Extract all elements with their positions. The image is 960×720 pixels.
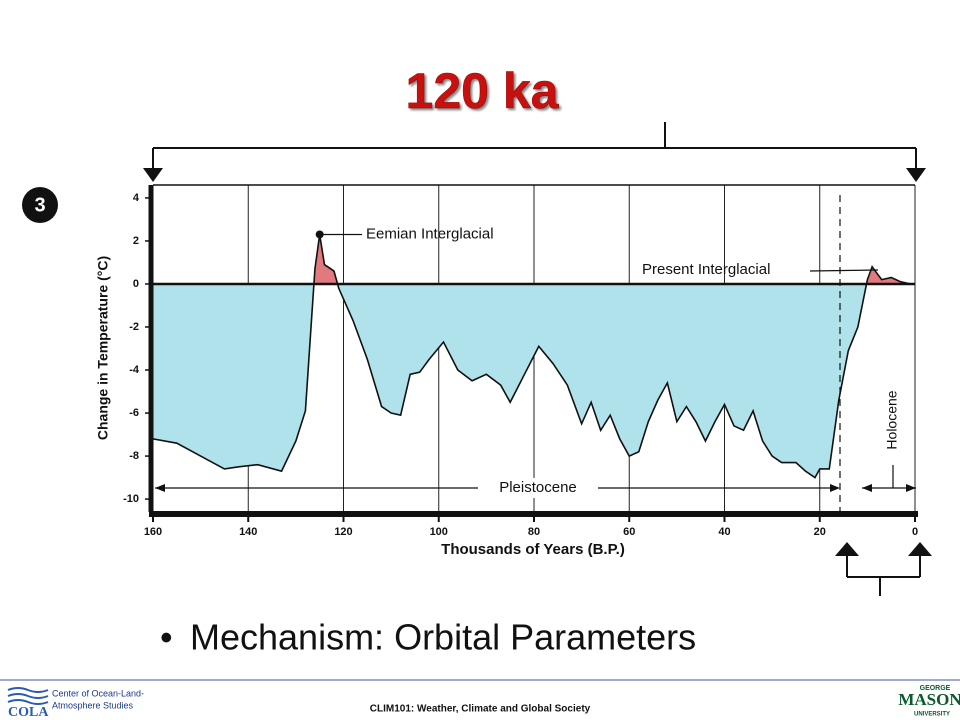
arrow [906, 168, 926, 182]
plot: 160 140 120 100 80 60 40 20 0420-2-4-6-8-10Eemia… [123, 184, 918, 538]
mason-logo-bottom: UNIVERSITY [914, 712, 950, 718]
org-name: Atmosphere Studies [52, 700, 134, 710]
mason-logo: MASON [898, 690, 960, 709]
arrow [908, 542, 932, 556]
y-tick-label: 4 [133, 192, 140, 204]
course-name: CLIM101: Weather, Climate and Global Soc… [370, 704, 591, 715]
bullet-text: Mechanism: Orbital Parameters [190, 617, 696, 658]
cola-waves [7, 687, 49, 705]
slide-title: 120 ka [406, 63, 560, 119]
x-tick-label: 100 [430, 526, 448, 538]
bottom-bracket [846, 555, 921, 596]
line [152, 234, 911, 479]
annotation: Pleistocene [499, 479, 577, 496]
y-tick-label: 2 [133, 235, 139, 247]
annotation: Eemian Interglacial [366, 225, 494, 242]
x-tick-label: 20 [814, 526, 826, 538]
arrow-head [830, 484, 840, 492]
y-tick-label: -10 [123, 493, 139, 505]
y-tick-label: -2 [129, 321, 139, 333]
y-axis-label: Change in Temperature (°C) [95, 256, 111, 440]
panel-badge [22, 187, 58, 223]
x-tick-label: 60 [623, 526, 635, 538]
x-axis-label: Thousands of Years (B.P.) [441, 541, 625, 558]
arrow-head [155, 484, 165, 492]
x-tick-label: 160 [144, 526, 162, 538]
area-below [153, 283, 911, 478]
arrow-head [862, 484, 872, 492]
mason-logo-top: GEORGE [920, 685, 951, 692]
arrow [835, 542, 859, 556]
y-tick-label: -8 [129, 450, 139, 462]
org-name: Center of Ocean-Land- [52, 688, 144, 698]
x-tick-label: 0 [912, 526, 918, 538]
x-tick-label: 40 [718, 526, 730, 538]
top-bracket [152, 122, 917, 170]
bullet-dot: • [160, 617, 173, 658]
cola-logo: COLA [8, 705, 49, 720]
label-bg [883, 378, 903, 463]
arrow-head [906, 484, 916, 492]
x-tick-label: 80 [528, 526, 540, 538]
x-tick-label: 140 [239, 526, 257, 538]
y-tick-label: -4 [129, 364, 140, 376]
y-tick-label: -6 [129, 407, 139, 419]
y-tick-label: 0 [133, 278, 139, 290]
label-bg [478, 478, 598, 498]
annotation: Present Interglacial [642, 261, 770, 278]
arrow [143, 168, 163, 182]
annotation: Holocene [884, 390, 900, 449]
x-tick-label: 120 [334, 526, 352, 538]
panel-number: 3 [34, 194, 45, 216]
annotation-leader [809, 269, 879, 272]
